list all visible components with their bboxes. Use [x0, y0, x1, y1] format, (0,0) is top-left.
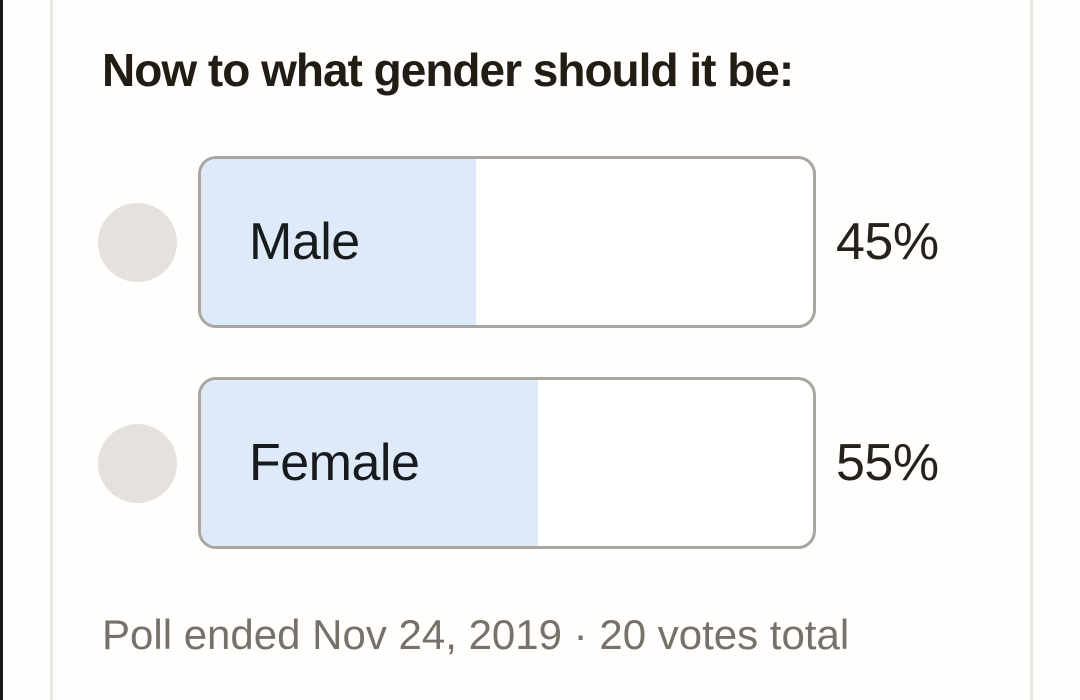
radio-circle-icon — [98, 203, 177, 282]
poll-option-row-male: Male 45% — [98, 156, 960, 328]
screen-edge-strip — [0, 0, 3, 700]
poll-option-row-female: Female 55% — [98, 377, 960, 549]
poll-status-line: Poll ended Nov 24, 2019 · 20 votes total — [102, 611, 850, 658]
poll-option-female[interactable]: Female — [198, 377, 816, 549]
left-column-divider — [50, 0, 53, 700]
radio-circle-icon — [98, 424, 177, 503]
right-column-divider — [1030, 0, 1033, 700]
poll-question: Now to what gender should it be: — [102, 44, 794, 96]
option-percent: 55% — [836, 434, 939, 492]
option-label: Male — [249, 213, 360, 271]
result-fill-bar — [201, 380, 538, 546]
poll-option-male[interactable]: Male — [198, 156, 816, 328]
option-percent: 45% — [836, 213, 939, 271]
result-fill-bar — [201, 159, 477, 325]
option-label: Female — [249, 434, 420, 492]
